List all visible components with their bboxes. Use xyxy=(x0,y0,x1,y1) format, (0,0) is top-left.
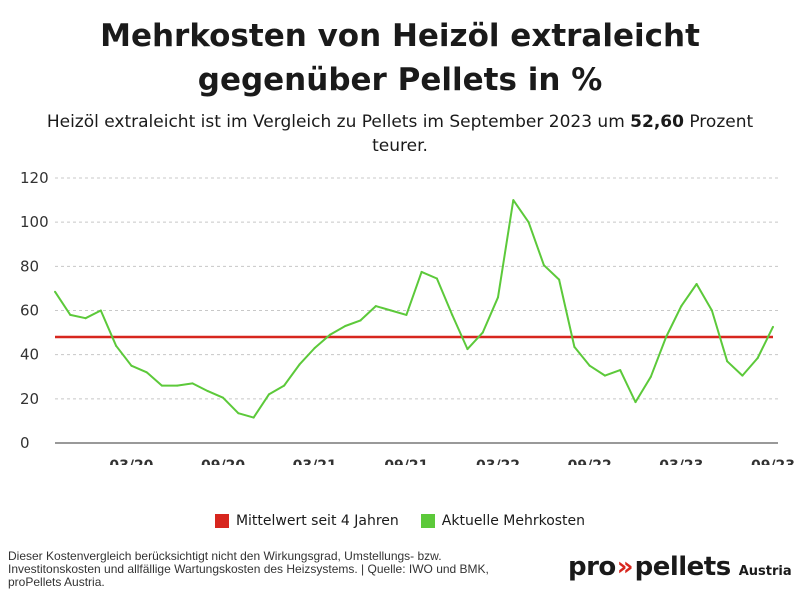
data-point xyxy=(741,374,744,377)
chart-title: Mehrkosten von Heizöl extraleicht gegenü… xyxy=(0,14,800,102)
data-point xyxy=(84,317,87,320)
data-point xyxy=(772,325,774,328)
subtitle-part-3: Prozent teurer. xyxy=(372,112,754,156)
subtitle-part-2: ist im Vergleich zu Pellets im September… xyxy=(195,112,631,132)
data-point xyxy=(558,278,561,281)
x-tick-label: 03/22 xyxy=(476,458,520,465)
data-point xyxy=(313,347,316,350)
x-tick-label: 09/23 xyxy=(751,458,795,465)
data-point xyxy=(573,345,576,348)
data-point xyxy=(237,412,240,415)
x-tick-label: 03/23 xyxy=(659,458,703,465)
data-point xyxy=(359,319,362,322)
legend-item-mean: Mittelwert seit 4 Jahren xyxy=(214,513,399,529)
subtitle-part-1: Heizöl extraleicht xyxy=(46,112,196,132)
data-point xyxy=(267,393,270,396)
x-tick-label: 03/20 xyxy=(109,458,153,465)
data-point xyxy=(619,369,622,372)
logo-pro: pro xyxy=(568,552,616,582)
series-line-mehrkosten xyxy=(54,199,774,419)
data-point xyxy=(54,290,56,293)
data-point xyxy=(115,344,118,347)
x-tick-label: 09/20 xyxy=(201,458,245,465)
x-tick-label: 09/22 xyxy=(568,458,612,465)
data-point xyxy=(542,264,545,267)
data-point xyxy=(588,364,591,367)
data-point xyxy=(176,384,179,387)
data-point xyxy=(328,333,331,336)
chart-legend: Mittelwert seit 4 Jahren Aktuelle Mehrko… xyxy=(0,513,800,529)
chart-subtitle: Heizöl extraleicht ist im Vergleich zu P… xyxy=(20,110,780,158)
data-point xyxy=(481,331,484,334)
y-tick-label: 100 xyxy=(20,213,49,231)
data-point xyxy=(710,309,713,312)
y-tick-label: 0 xyxy=(20,434,30,452)
data-point xyxy=(390,309,393,312)
propellets-logo: pro » pellets Austria xyxy=(568,552,792,582)
data-point xyxy=(527,221,530,224)
title-line-2: gegenüber Pellets in % xyxy=(197,62,603,98)
data-point xyxy=(191,382,194,385)
x-tick-label: 03/21 xyxy=(293,458,337,465)
data-point xyxy=(603,374,606,377)
data-point xyxy=(344,324,347,327)
data-point xyxy=(497,296,500,299)
y-tick-label: 20 xyxy=(20,390,39,408)
legend-swatch-current xyxy=(420,514,435,528)
legend-item-current: Aktuelle Mehrkosten xyxy=(420,513,586,529)
data-point xyxy=(283,384,286,387)
data-point xyxy=(405,313,408,316)
data-point xyxy=(451,313,454,316)
data-point xyxy=(680,305,683,308)
y-tick-label: 60 xyxy=(20,302,39,320)
data-point xyxy=(695,283,698,285)
data-point xyxy=(252,416,255,419)
logo-pellets: pellets xyxy=(634,552,732,582)
data-point xyxy=(420,270,423,273)
x-tick-label: 09/21 xyxy=(384,458,428,465)
data-point xyxy=(99,309,102,312)
legend-swatch-mean xyxy=(214,514,229,528)
data-point xyxy=(130,364,133,367)
legend-label-mean: Mittelwert seit 4 Jahren xyxy=(235,513,399,529)
data-point xyxy=(634,401,637,404)
data-point xyxy=(160,384,163,387)
data-point xyxy=(649,375,652,378)
line-chart: 0 20 40 60 80 100 120 03/20 09/20 03/21 09/21 03/22… xyxy=(20,169,795,465)
y-tick-label: 40 xyxy=(20,346,39,364)
data-point xyxy=(435,277,438,280)
data-point xyxy=(466,348,469,351)
data-point xyxy=(756,356,759,359)
data-point xyxy=(374,305,377,308)
logo-country: Austria xyxy=(738,564,792,579)
legend-label-current: Aktuelle Mehrkosten xyxy=(441,513,586,529)
data-point xyxy=(69,313,72,316)
y-tick-label: 80 xyxy=(20,257,39,275)
data-point xyxy=(145,371,148,374)
data-point xyxy=(298,363,301,366)
logo-arrows-icon: » xyxy=(616,552,634,582)
subtitle-value: 52,60 xyxy=(630,112,684,132)
title-line-1: Mehrkosten von Heizöl extraleicht xyxy=(100,18,700,54)
data-point xyxy=(222,396,225,399)
data-point xyxy=(665,336,668,338)
data-point xyxy=(206,390,209,393)
data-point xyxy=(512,199,515,202)
y-tick-label: 120 xyxy=(20,169,49,187)
source-footnote: Dieser Kostenvergleich berücksichtigt ni… xyxy=(8,549,489,589)
data-point xyxy=(726,360,729,363)
